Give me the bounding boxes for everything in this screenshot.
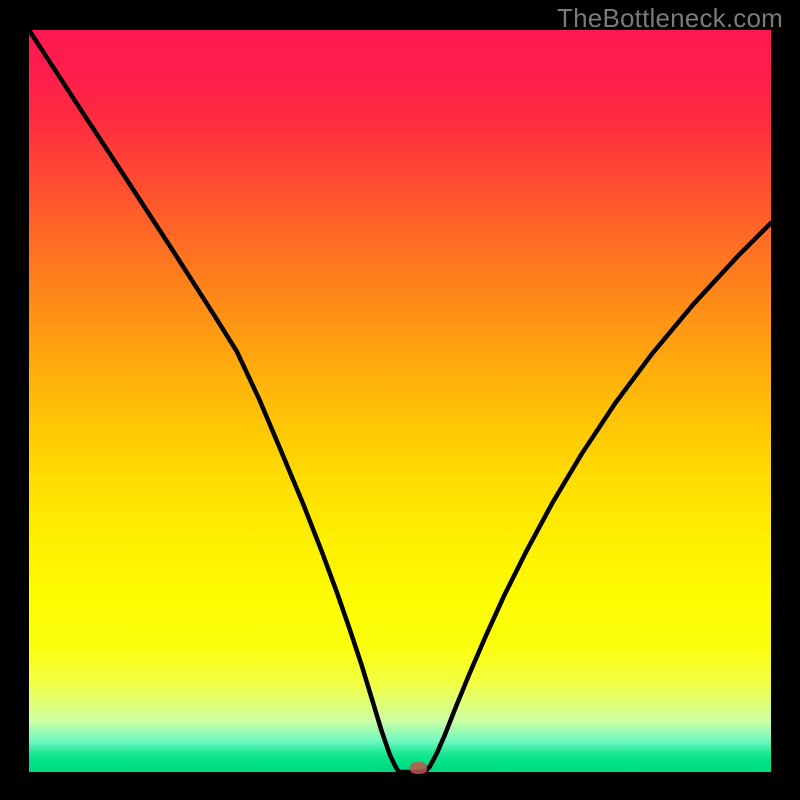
watermark-text: TheBottleneck.com bbox=[557, 3, 783, 34]
bottleneck-curve bbox=[29, 30, 771, 772]
optimal-point-marker bbox=[410, 762, 426, 774]
gradient-background bbox=[29, 30, 771, 772]
plot-area bbox=[29, 30, 771, 772]
